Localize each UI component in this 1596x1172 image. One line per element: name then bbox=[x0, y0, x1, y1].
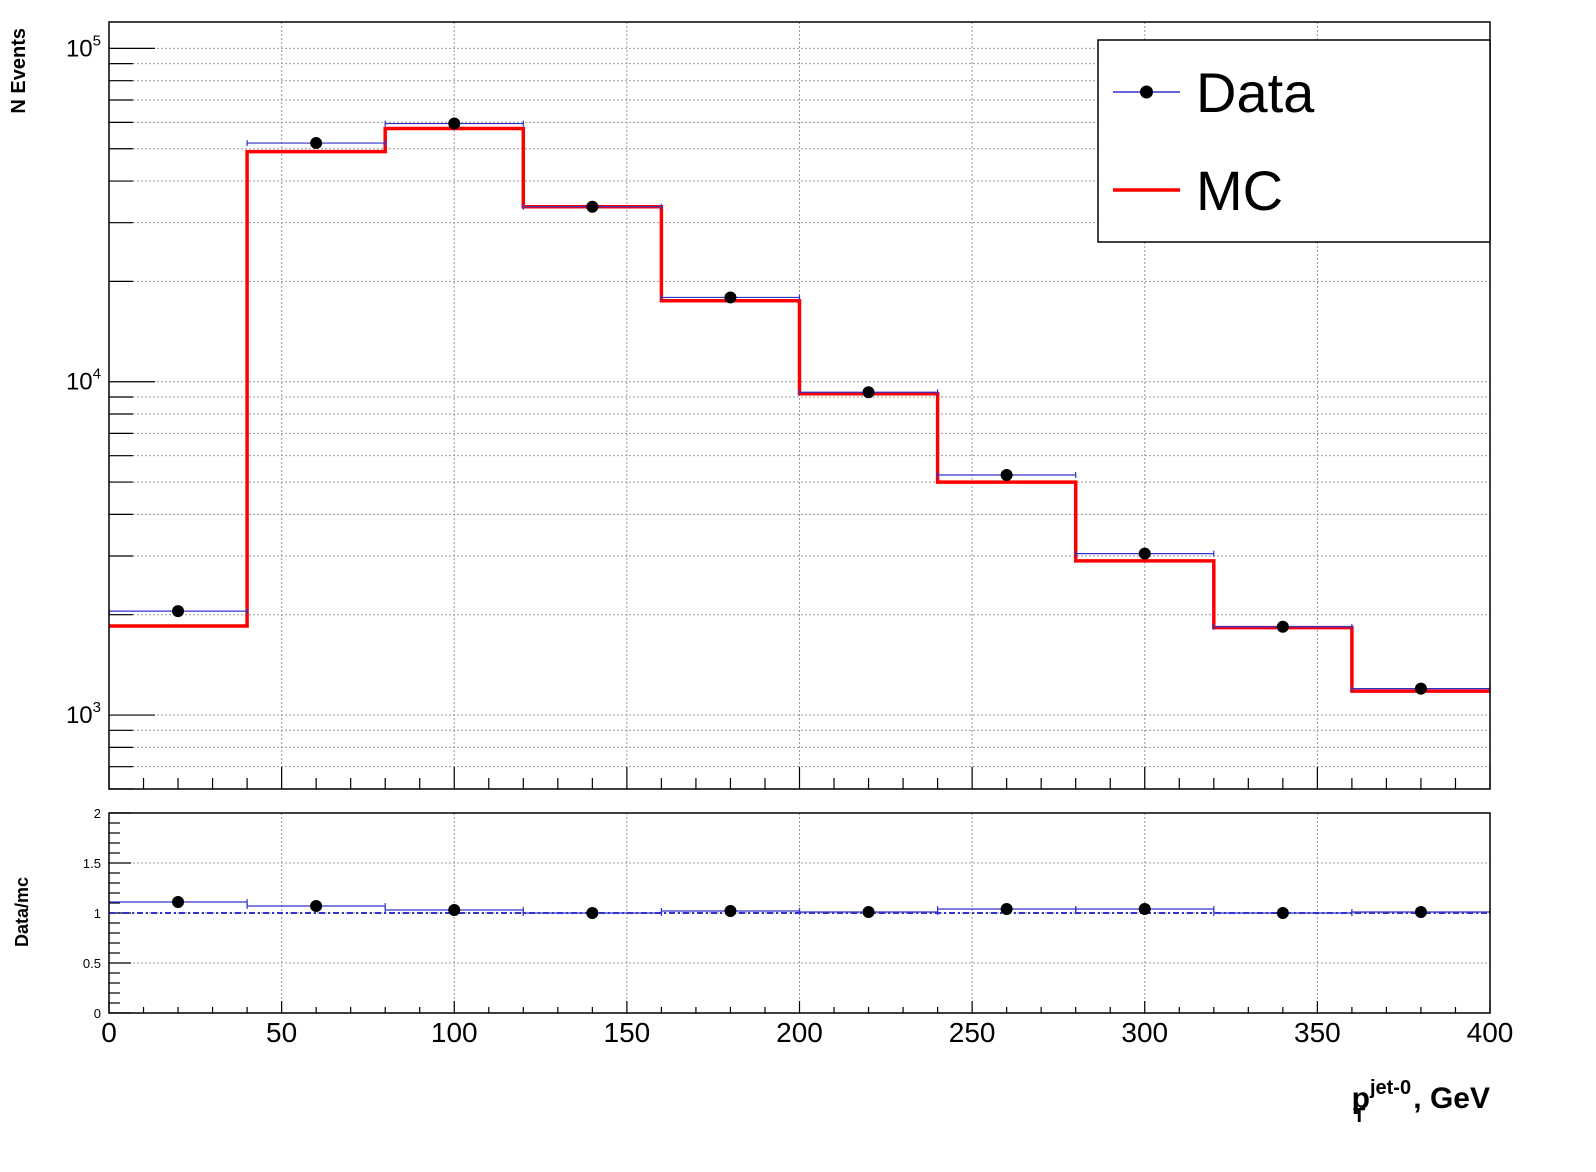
ratio-ticks bbox=[108, 812, 1491, 1014]
main-ticks bbox=[108, 47, 1491, 790]
main-y-tick-label: 103 bbox=[66, 699, 101, 729]
data-point bbox=[310, 137, 323, 150]
x-tick-label: 0 bbox=[101, 1017, 117, 1048]
ratio-point bbox=[310, 900, 323, 912]
ratio-y-tick-label: 1 bbox=[94, 906, 101, 921]
x-tick-label: 300 bbox=[1121, 1017, 1168, 1048]
x-tick-label: 50 bbox=[266, 1017, 297, 1048]
data-point bbox=[1138, 547, 1151, 560]
ratio-y-tick-label: 2 bbox=[94, 806, 101, 821]
ratio-point bbox=[1000, 903, 1013, 915]
ratio-point bbox=[862, 906, 875, 918]
data-point bbox=[1000, 469, 1013, 482]
ratio-point bbox=[448, 904, 461, 916]
legend: Data MC bbox=[1097, 39, 1491, 243]
main-y-tick-labels: 103 104 105 bbox=[66, 32, 101, 729]
data-point bbox=[172, 605, 185, 618]
data-point bbox=[1276, 620, 1289, 633]
x-tick-label: 150 bbox=[604, 1017, 651, 1048]
main-plot-frame bbox=[108, 21, 1491, 790]
y-axis-title: N Events bbox=[8, 28, 30, 114]
legend-label-data: Data bbox=[1196, 61, 1315, 124]
legend-data-marker bbox=[1140, 85, 1153, 99]
mc-step-line bbox=[109, 126, 1490, 693]
data-point bbox=[448, 117, 461, 130]
x-tick-label: 250 bbox=[949, 1017, 996, 1048]
main-y-tick-label: 105 bbox=[66, 32, 101, 62]
ratio-point bbox=[1414, 906, 1427, 918]
legend-label-mc: MC bbox=[1196, 159, 1283, 222]
ratio-y-tick-label: 0.5 bbox=[83, 956, 101, 971]
ratio-plot-frame bbox=[108, 812, 1491, 1014]
ratio-panel: 0 0.5 1 1.5 2 0 50 100 150 200 250 300 350 400 Data/… bbox=[12, 806, 1513, 1127]
x-tick-label: 350 bbox=[1294, 1017, 1341, 1048]
data-point bbox=[862, 386, 875, 399]
x-axis-title: pjet-0 T, GeV bbox=[1352, 1077, 1490, 1127]
main-panel: 103 104 105 N Events bbox=[8, 21, 1491, 790]
ratio-y-tick-labels: 0 0.5 1 1.5 2 bbox=[83, 806, 101, 1021]
ratio-y-tick-label: 0 bbox=[94, 1006, 101, 1021]
legend-box bbox=[1097, 39, 1491, 243]
x-tick-label: 100 bbox=[431, 1017, 478, 1048]
data-point bbox=[1414, 682, 1427, 695]
ratio-series bbox=[108, 896, 1491, 919]
ratio-point bbox=[1276, 907, 1289, 919]
ratio-y-axis-title: Data/mc bbox=[12, 877, 32, 947]
data-series bbox=[108, 117, 1491, 695]
ratio-point bbox=[586, 907, 599, 919]
ratio-point bbox=[172, 896, 185, 908]
x-tick-labels: 0 50 100 150 200 250 300 350 400 bbox=[101, 1017, 1513, 1048]
data-point bbox=[724, 291, 737, 304]
x-tick-label: 200 bbox=[776, 1017, 823, 1048]
ratio-y-tick-label: 1.5 bbox=[83, 856, 101, 871]
x-tick-label: 400 bbox=[1467, 1017, 1514, 1048]
ratio-point bbox=[1138, 903, 1151, 915]
mc-series bbox=[109, 126, 1490, 693]
ratio-point bbox=[724, 905, 737, 917]
main-y-tick-label: 104 bbox=[66, 366, 101, 396]
data-point bbox=[586, 200, 599, 213]
